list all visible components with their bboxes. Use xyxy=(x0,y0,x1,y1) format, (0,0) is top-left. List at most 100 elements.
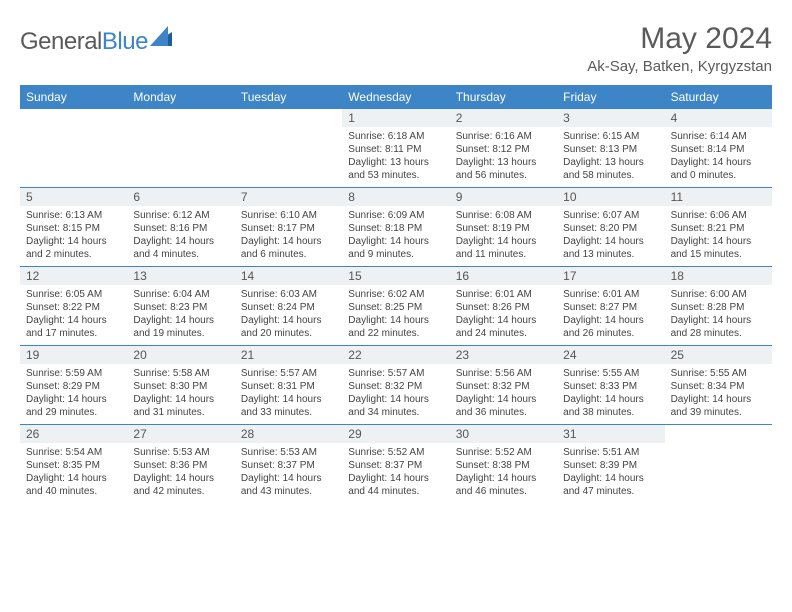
day-cell: 1Sunrise: 6:18 AMSunset: 8:11 PMDaylight… xyxy=(342,109,449,187)
day-detail: Sunrise: 6:10 AMSunset: 8:17 PMDaylight:… xyxy=(235,206,342,265)
sunset-text: Sunset: 8:29 PM xyxy=(26,380,121,393)
week-row: 26Sunrise: 5:54 AMSunset: 8:35 PMDayligh… xyxy=(20,424,772,503)
day-cell: 17Sunrise: 6:01 AMSunset: 8:27 PMDayligh… xyxy=(557,267,664,345)
day-number: 14 xyxy=(235,267,342,285)
day-number: 3 xyxy=(557,109,664,127)
week-row: 1Sunrise: 6:18 AMSunset: 8:11 PMDaylight… xyxy=(20,109,772,187)
sunset-text: Sunset: 8:25 PM xyxy=(348,301,443,314)
day-cell: 21Sunrise: 5:57 AMSunset: 8:31 PMDayligh… xyxy=(235,346,342,424)
day-cell: 8Sunrise: 6:09 AMSunset: 8:18 PMDaylight… xyxy=(342,188,449,266)
daylight-text: Daylight: 14 hours and 20 minutes. xyxy=(241,314,336,340)
daylight-text: Daylight: 14 hours and 40 minutes. xyxy=(26,472,121,498)
daylight-text: Daylight: 13 hours and 58 minutes. xyxy=(563,156,658,182)
daylight-text: Daylight: 14 hours and 24 minutes. xyxy=(456,314,551,340)
sunset-text: Sunset: 8:26 PM xyxy=(456,301,551,314)
daylight-text: Daylight: 14 hours and 2 minutes. xyxy=(26,235,121,261)
day-detail: Sunrise: 5:58 AMSunset: 8:30 PMDaylight:… xyxy=(127,364,234,423)
sunset-text: Sunset: 8:23 PM xyxy=(133,301,228,314)
day-cell: 30Sunrise: 5:52 AMSunset: 8:38 PMDayligh… xyxy=(450,425,557,503)
sunrise-text: Sunrise: 6:09 AM xyxy=(348,209,443,222)
day-number: 8 xyxy=(342,188,449,206)
day-cell: 31Sunrise: 5:51 AMSunset: 8:39 PMDayligh… xyxy=(557,425,664,503)
day-cell: 6Sunrise: 6:12 AMSunset: 8:16 PMDaylight… xyxy=(127,188,234,266)
daylight-text: Daylight: 14 hours and 34 minutes. xyxy=(348,393,443,419)
daylight-text: Daylight: 14 hours and 46 minutes. xyxy=(456,472,551,498)
dayname-sat: Saturday xyxy=(665,85,772,109)
daylight-text: Daylight: 14 hours and 6 minutes. xyxy=(241,235,336,261)
sunrise-text: Sunrise: 5:55 AM xyxy=(671,367,766,380)
daylight-text: Daylight: 14 hours and 29 minutes. xyxy=(26,393,121,419)
day-number: 23 xyxy=(450,346,557,364)
day-number: 18 xyxy=(665,267,772,285)
daylight-text: Daylight: 14 hours and 17 minutes. xyxy=(26,314,121,340)
sunrise-text: Sunrise: 6:01 AM xyxy=(563,288,658,301)
day-cell: 26Sunrise: 5:54 AMSunset: 8:35 PMDayligh… xyxy=(20,425,127,503)
day-detail: Sunrise: 5:53 AMSunset: 8:36 PMDaylight:… xyxy=(127,443,234,502)
sunrise-text: Sunrise: 5:52 AM xyxy=(348,446,443,459)
sunset-text: Sunset: 8:32 PM xyxy=(348,380,443,393)
daylight-text: Daylight: 14 hours and 26 minutes. xyxy=(563,314,658,340)
sunrise-text: Sunrise: 6:01 AM xyxy=(456,288,551,301)
sunset-text: Sunset: 8:24 PM xyxy=(241,301,336,314)
day-cell: 7Sunrise: 6:10 AMSunset: 8:17 PMDaylight… xyxy=(235,188,342,266)
day-number: 11 xyxy=(665,188,772,206)
day-cell: 27Sunrise: 5:53 AMSunset: 8:36 PMDayligh… xyxy=(127,425,234,503)
day-number: 29 xyxy=(342,425,449,443)
sunrise-text: Sunrise: 6:05 AM xyxy=(26,288,121,301)
day-detail: Sunrise: 6:02 AMSunset: 8:25 PMDaylight:… xyxy=(342,285,449,344)
sunrise-text: Sunrise: 6:18 AM xyxy=(348,130,443,143)
day-detail: Sunrise: 6:05 AMSunset: 8:22 PMDaylight:… xyxy=(20,285,127,344)
sunrise-text: Sunrise: 5:55 AM xyxy=(563,367,658,380)
day-detail: Sunrise: 6:00 AMSunset: 8:28 PMDaylight:… xyxy=(665,285,772,344)
daylight-text: Daylight: 14 hours and 44 minutes. xyxy=(348,472,443,498)
day-number xyxy=(665,425,772,429)
day-cell: 10Sunrise: 6:07 AMSunset: 8:20 PMDayligh… xyxy=(557,188,664,266)
sunrise-text: Sunrise: 6:07 AM xyxy=(563,209,658,222)
day-number xyxy=(20,109,127,113)
day-number: 27 xyxy=(127,425,234,443)
sunset-text: Sunset: 8:30 PM xyxy=(133,380,228,393)
day-detail: Sunrise: 6:09 AMSunset: 8:18 PMDaylight:… xyxy=(342,206,449,265)
sunset-text: Sunset: 8:17 PM xyxy=(241,222,336,235)
day-detail: Sunrise: 5:59 AMSunset: 8:29 PMDaylight:… xyxy=(20,364,127,423)
daylight-text: Daylight: 14 hours and 22 minutes. xyxy=(348,314,443,340)
day-detail: Sunrise: 6:04 AMSunset: 8:23 PMDaylight:… xyxy=(127,285,234,344)
sunset-text: Sunset: 8:16 PM xyxy=(133,222,228,235)
day-detail: Sunrise: 6:08 AMSunset: 8:19 PMDaylight:… xyxy=(450,206,557,265)
sunset-text: Sunset: 8:32 PM xyxy=(456,380,551,393)
sunset-text: Sunset: 8:31 PM xyxy=(241,380,336,393)
daylight-text: Daylight: 14 hours and 42 minutes. xyxy=(133,472,228,498)
day-cell: 20Sunrise: 5:58 AMSunset: 8:30 PMDayligh… xyxy=(127,346,234,424)
logo-word-2: Blue xyxy=(102,28,148,55)
sunrise-text: Sunrise: 5:51 AM xyxy=(563,446,658,459)
day-number: 12 xyxy=(20,267,127,285)
sunrise-text: Sunrise: 5:59 AM xyxy=(26,367,121,380)
sunset-text: Sunset: 8:18 PM xyxy=(348,222,443,235)
sunset-text: Sunset: 8:14 PM xyxy=(671,143,766,156)
day-cell: 25Sunrise: 5:55 AMSunset: 8:34 PMDayligh… xyxy=(665,346,772,424)
dayname-fri: Friday xyxy=(557,85,664,109)
calendar-grid: Sunday Monday Tuesday Wednesday Thursday… xyxy=(20,85,772,503)
day-detail: Sunrise: 6:07 AMSunset: 8:20 PMDaylight:… xyxy=(557,206,664,265)
day-cell: 16Sunrise: 6:01 AMSunset: 8:26 PMDayligh… xyxy=(450,267,557,345)
day-cell xyxy=(20,109,127,187)
daylight-text: Daylight: 14 hours and 9 minutes. xyxy=(348,235,443,261)
sunrise-text: Sunrise: 5:53 AM xyxy=(133,446,228,459)
day-cell: 22Sunrise: 5:57 AMSunset: 8:32 PMDayligh… xyxy=(342,346,449,424)
dayname-mon: Monday xyxy=(127,85,234,109)
day-detail: Sunrise: 6:06 AMSunset: 8:21 PMDaylight:… xyxy=(665,206,772,265)
sunrise-text: Sunrise: 5:54 AM xyxy=(26,446,121,459)
day-cell: 19Sunrise: 5:59 AMSunset: 8:29 PMDayligh… xyxy=(20,346,127,424)
sunrise-text: Sunrise: 5:53 AM xyxy=(241,446,336,459)
day-number: 24 xyxy=(557,346,664,364)
day-detail: Sunrise: 5:55 AMSunset: 8:34 PMDaylight:… xyxy=(665,364,772,423)
sunrise-text: Sunrise: 5:56 AM xyxy=(456,367,551,380)
day-number: 25 xyxy=(665,346,772,364)
day-detail: Sunrise: 6:01 AMSunset: 8:26 PMDaylight:… xyxy=(450,285,557,344)
dayname-thu: Thursday xyxy=(450,85,557,109)
day-cell xyxy=(127,109,234,187)
daylight-text: Daylight: 14 hours and 15 minutes. xyxy=(671,235,766,261)
daylight-text: Daylight: 14 hours and 4 minutes. xyxy=(133,235,228,261)
location-text: Ak-Say, Batken, Kyrgyzstan xyxy=(587,58,772,75)
day-cell: 5Sunrise: 6:13 AMSunset: 8:15 PMDaylight… xyxy=(20,188,127,266)
